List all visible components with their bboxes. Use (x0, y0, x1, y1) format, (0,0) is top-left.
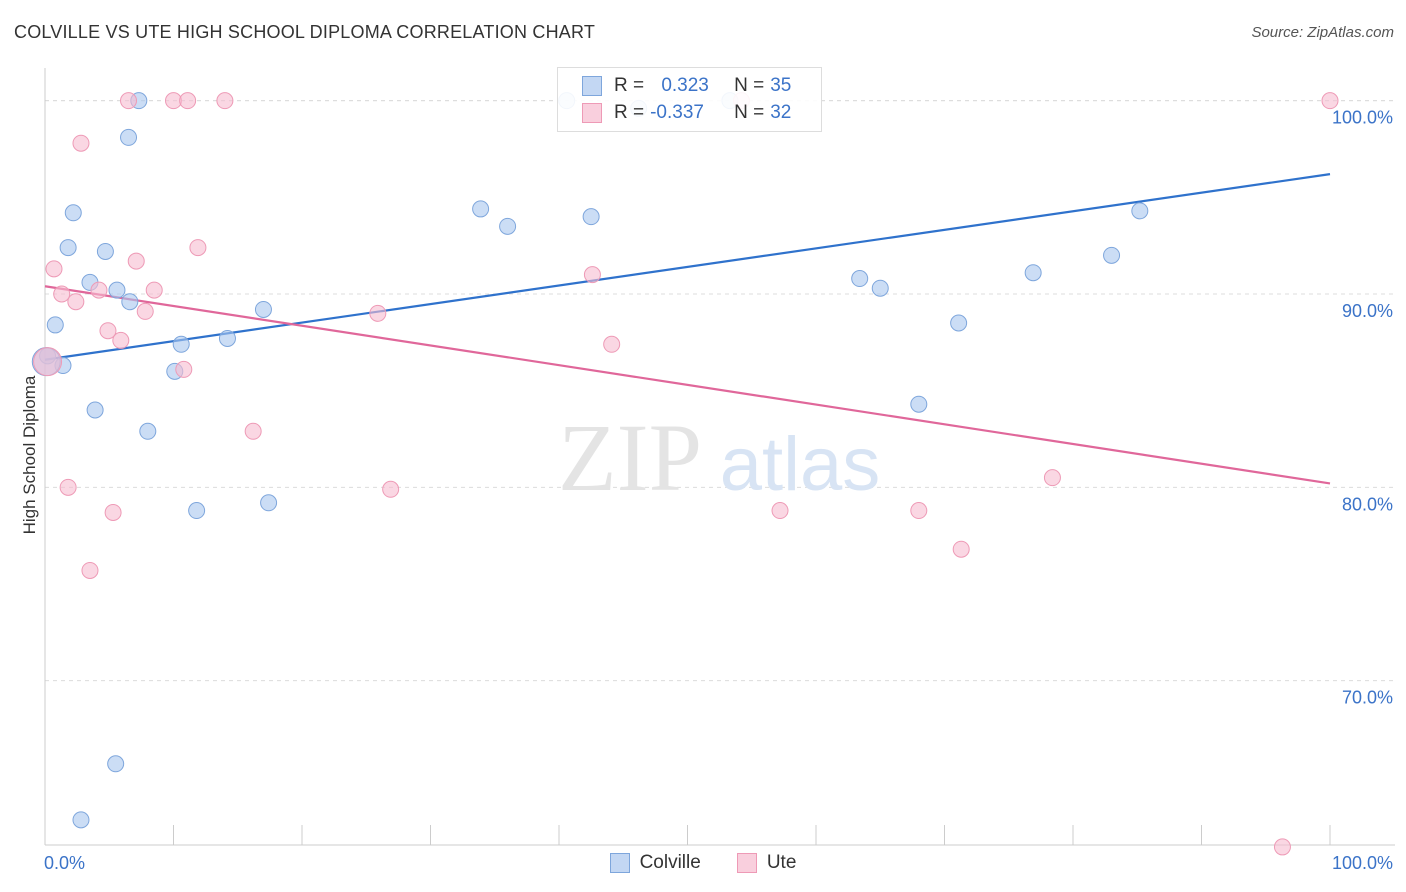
colville-point (472, 200, 490, 218)
ute-swatch (582, 103, 602, 123)
colville-point (59, 239, 77, 257)
legend-row-colville: R = 0.323 N = 35 (582, 73, 791, 99)
y-axis-label: High School Diploma (20, 375, 39, 535)
colville-point (950, 314, 968, 332)
legend-row-ute: R = -0.337 N = 32 (582, 100, 791, 126)
colville-point (1024, 264, 1042, 282)
colville-swatch (609, 853, 630, 873)
colville-point (851, 270, 869, 288)
colville-point (188, 502, 206, 520)
ute-point (382, 480, 400, 498)
stats-legend: R = 0.323 N = 35 R = -0.337 N = 32 (557, 67, 822, 132)
colville-point (1131, 202, 1149, 220)
colville-point (1103, 246, 1121, 264)
colville-point (582, 208, 600, 226)
ute-point (1321, 92, 1339, 110)
colville-point (86, 401, 104, 419)
ute-point (175, 360, 193, 378)
ute-point (104, 503, 122, 521)
n-label: N = (734, 102, 765, 123)
colville-point (64, 204, 82, 222)
trend-lines (44, 173, 1331, 485)
ute-point (603, 335, 621, 353)
colville-point (121, 293, 139, 311)
series-legend: Colville Ute (0, 852, 1406, 874)
colville-point (107, 755, 125, 773)
colville-point (499, 217, 517, 235)
ute-point (112, 331, 130, 349)
colville-point (218, 329, 236, 347)
ute-point (127, 252, 145, 270)
ute-trend-line (44, 285, 1331, 485)
watermark: ZIP atlas (558, 404, 880, 511)
watermark-atlas: atlas (720, 422, 881, 507)
colville-point (108, 281, 126, 299)
y-tick-label: 90.0% (1342, 301, 1393, 321)
colville-point (871, 279, 889, 297)
r-label: R = (614, 75, 645, 96)
ute-point (67, 293, 85, 311)
ute-point (120, 92, 138, 110)
ute-point (53, 285, 71, 303)
ute-point (771, 502, 789, 520)
watermark-zip: ZIP (558, 404, 702, 511)
x-tick-label: 100.0% (1332, 853, 1393, 873)
ute-swatch (736, 853, 757, 873)
colville-point (120, 128, 138, 146)
ute-point (189, 239, 207, 257)
ute-point (165, 92, 182, 110)
n-value: 35 (770, 75, 792, 96)
colville-point (260, 494, 278, 512)
y-tick-label: 70.0% (1342, 688, 1393, 708)
tick-labels: 70.0% 80.0% 90.0% 100.0% 0.0% 100.0% (44, 108, 1393, 873)
y-tick-label: 80.0% (1342, 494, 1393, 514)
legend-item-colville[interactable]: Colville (609, 852, 701, 874)
colville-swatch (582, 76, 602, 96)
y-tick-label: 100.0% (1332, 108, 1393, 128)
ute-point (145, 281, 163, 299)
r-value: -0.337 (650, 102, 704, 123)
ute-point (81, 561, 99, 579)
ute-point (33, 347, 63, 377)
colville-point (46, 316, 64, 334)
ute-point (136, 302, 154, 320)
legend-label-ute: Ute (766, 852, 797, 873)
colville-point (72, 811, 90, 829)
chart-title: COLVILLE VS UTE HIGH SCHOOL DIPLOMA CORR… (14, 22, 596, 42)
ute-point (59, 478, 77, 496)
data-points (31, 92, 1339, 856)
ute-point (216, 92, 234, 110)
ute-point (1273, 838, 1291, 856)
legend-item-ute[interactable]: Ute (736, 852, 797, 874)
ute-point (583, 266, 601, 284)
n-value: 32 (770, 102, 792, 123)
ute-point (244, 422, 262, 440)
colville-trend-line (44, 173, 1331, 361)
x-tick-label: 0.0% (44, 853, 85, 873)
ute-point (179, 92, 197, 110)
ute-point (45, 260, 63, 278)
ute-point (910, 502, 928, 520)
ute-point (1043, 469, 1061, 487)
colville-point (172, 335, 190, 353)
r-label: R = (614, 102, 645, 123)
colville-point (254, 300, 272, 318)
ute-point (952, 540, 970, 558)
chart-source: Source: ZipAtlas.com (1251, 24, 1394, 41)
ute-point (90, 281, 108, 299)
n-label: N = (734, 75, 765, 96)
colville-point (139, 422, 157, 440)
ute-point (72, 134, 90, 152)
r-value: 0.323 (661, 75, 709, 96)
legend-label-colville: Colville (639, 852, 701, 873)
axes (44, 68, 1395, 846)
ute-point (369, 304, 387, 322)
colville-point (96, 242, 114, 260)
ute-point (99, 322, 117, 340)
colville-point (910, 395, 928, 413)
